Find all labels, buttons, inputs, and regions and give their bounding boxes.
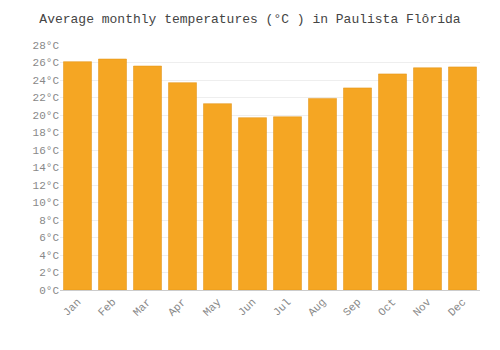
svg-text:24°C: 24°C xyxy=(33,75,60,87)
svg-text:Apr: Apr xyxy=(166,296,188,318)
svg-text:Mar: Mar xyxy=(131,296,153,318)
svg-text:2°C: 2°C xyxy=(39,267,59,279)
svg-text:Feb: Feb xyxy=(96,296,118,318)
svg-text:8°C: 8°C xyxy=(39,215,59,227)
svg-text:6°C: 6°C xyxy=(39,232,59,244)
svg-text:Jul: Jul xyxy=(271,296,293,318)
svg-text:Average monthly temperatures (: Average monthly temperatures (°C ) in Pa… xyxy=(39,12,460,27)
svg-text:4°C: 4°C xyxy=(39,250,59,262)
svg-text:26°C: 26°C xyxy=(33,57,60,69)
svg-text:12°C: 12°C xyxy=(33,180,60,192)
svg-text:Oct: Oct xyxy=(376,296,398,318)
svg-text:0°C: 0°C xyxy=(39,285,59,297)
svg-text:16°C: 16°C xyxy=(33,145,60,157)
svg-text:Dec: Dec xyxy=(446,296,468,318)
svg-text:20°C: 20°C xyxy=(33,110,60,122)
svg-text:Nov: Nov xyxy=(411,296,434,319)
svg-text:22°C: 22°C xyxy=(33,92,60,104)
svg-text:Jan: Jan xyxy=(61,296,83,318)
svg-text:Jun: Jun xyxy=(236,296,258,318)
svg-text:May: May xyxy=(201,296,224,319)
svg-text:14°C: 14°C xyxy=(33,162,60,174)
svg-text:Sep: Sep xyxy=(341,296,363,318)
svg-text:28°C: 28°C xyxy=(33,40,60,52)
svg-text:Aug: Aug xyxy=(306,296,328,318)
svg-text:18°C: 18°C xyxy=(33,127,60,139)
svg-text:10°C: 10°C xyxy=(33,197,60,209)
